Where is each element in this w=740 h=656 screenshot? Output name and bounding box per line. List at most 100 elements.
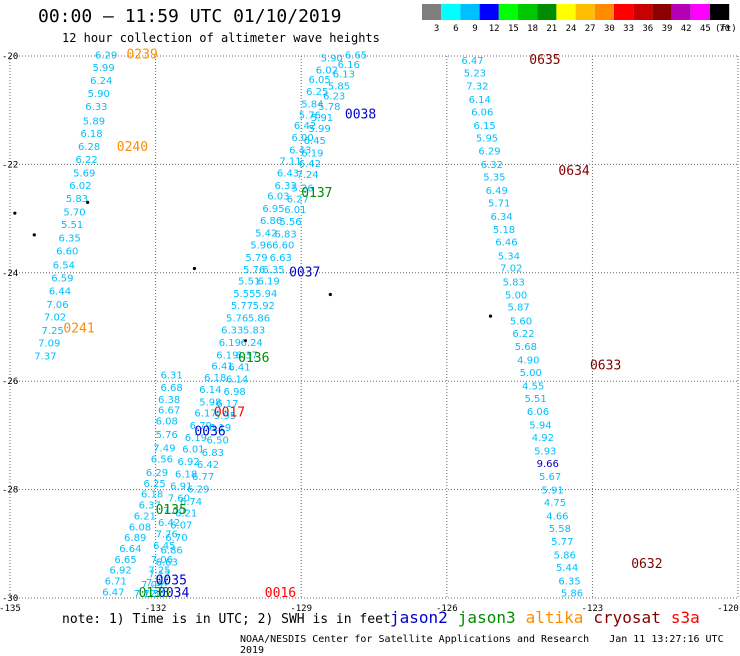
legend-label: 45: [700, 24, 711, 34]
swh-value: 5.87: [507, 303, 529, 314]
island-marker: [243, 338, 247, 343]
swh-value: 5.00: [520, 368, 542, 379]
island-marker: [328, 292, 332, 297]
swh-value: 6.92: [109, 566, 131, 577]
swh-value: 6.33: [275, 181, 297, 192]
swh-value: 5.26: [291, 184, 313, 195]
swh-value: 6.24: [241, 338, 263, 349]
swh-value: 6.77: [192, 472, 214, 483]
swh-value: 6.56: [151, 455, 173, 466]
swh-value: 7.02: [500, 264, 522, 275]
lat-tick-label: -26: [2, 377, 18, 387]
legend-swatch: [556, 4, 576, 20]
swh-value: 6.19: [209, 423, 231, 434]
legend-swatch: [422, 4, 442, 20]
swh-value: 7.12: [134, 589, 156, 600]
swh-value: 5.76: [243, 265, 265, 276]
lat-tick-label: -30: [2, 594, 18, 604]
swh-value: 6.79: [190, 421, 212, 432]
swh-value: 6.18: [80, 129, 102, 140]
swh-value: 6.27: [287, 194, 309, 205]
swh-value: 6.42: [294, 121, 316, 132]
swh-value: 5.94: [529, 420, 551, 431]
swh-value: 6.19: [258, 277, 280, 288]
pass-time-label: 0240: [117, 140, 148, 155]
swh-value: 6.19: [185, 433, 207, 444]
swh-value: 5.98: [199, 398, 221, 409]
swh-value: 6.35: [59, 233, 81, 244]
map-subtitle: 12 hour collection of altimeter wave hei…: [62, 31, 380, 45]
swh-value: 6.50: [207, 436, 229, 447]
swh-value: 6.25: [143, 479, 165, 490]
swh-value: 5.99: [93, 63, 115, 74]
legend-swatch: [710, 4, 730, 20]
swh-value: 5.90: [88, 89, 110, 100]
swh-value: 6.59: [51, 273, 73, 284]
pass-time-label: 0017: [214, 405, 245, 420]
swh-value: 7.60: [168, 494, 190, 505]
swh-value: 5.79: [245, 253, 267, 264]
swh-value: 6.19: [219, 338, 241, 349]
swh-value: 5.55: [233, 289, 255, 300]
swh-value: 6.05: [308, 75, 330, 86]
swh-value: 6.19: [216, 350, 238, 361]
swh-value: 6.42: [197, 460, 219, 471]
swh-value: 6.13: [333, 70, 355, 81]
swh-value: 6.60: [272, 240, 294, 251]
map-title: 00:00 – 11:59 UTC 01/10/2019: [38, 6, 342, 27]
swh-value: 5.44: [556, 563, 578, 574]
legend-swatch: [518, 4, 538, 20]
swh-value: 6.18: [204, 373, 226, 384]
swh-value: 6.21: [134, 511, 156, 522]
sat-altika: altika: [525, 608, 584, 627]
swh-value: 6.43: [289, 146, 311, 157]
swh-value: 6.45: [153, 541, 175, 552]
swh-value: 6.02: [316, 65, 338, 76]
swh-value: 5.83: [503, 277, 525, 288]
swh-value: 7.12: [148, 569, 170, 580]
swh-points: 6.295.996.245.906.335.896.186.286.225.69…: [34, 51, 583, 600]
legend-label: 27: [585, 24, 596, 34]
swh-value: 5.77: [551, 537, 573, 548]
swh-value: 5.76: [299, 110, 321, 121]
swh-value: 6.22: [76, 155, 98, 166]
swh-value: 7.06: [151, 555, 173, 566]
swh-value: 7.25: [148, 566, 170, 577]
swh-value: 6.42: [158, 518, 180, 529]
swh-value: 5.42: [255, 228, 277, 239]
legend-label: 30: [604, 24, 615, 34]
swh-value: 6.08: [129, 522, 151, 533]
swh-value: 7.24: [296, 170, 318, 181]
swh-value: 9.66: [537, 459, 559, 470]
swh-value: 5.34: [498, 251, 520, 262]
swh-value: 5.51: [524, 394, 546, 405]
swh-value: 6.46: [495, 238, 517, 249]
swh-value: 5.90: [321, 53, 343, 64]
pass-time-label: 0241: [63, 321, 94, 336]
swh-value: 4.55: [522, 381, 544, 392]
swh-value: 6.47: [102, 587, 124, 598]
lon-tick-label: -126: [436, 604, 458, 614]
swh-value: 6.06: [527, 407, 549, 418]
legend-swatch: [479, 4, 499, 20]
swh-value: 5.96: [250, 240, 272, 251]
legend-label: 39: [662, 24, 673, 34]
swh-value: 5.69: [73, 168, 95, 179]
swh-value: 6.17: [216, 399, 238, 410]
swh-value: 6.14: [199, 385, 221, 396]
swh-value: 5.71: [488, 199, 510, 210]
legend-label: 42: [681, 24, 692, 34]
pass-time-label: 0038: [345, 107, 376, 122]
swh-value: 6.74: [180, 497, 202, 508]
pass-time-label: 0633: [590, 358, 621, 373]
island-marker: [192, 266, 197, 271]
swh-value: 6.19: [301, 148, 323, 159]
footer-note: note: 1) Time is in UTC; 2) SWH is in fe…: [62, 612, 391, 627]
swh-value: 6.63: [270, 253, 292, 264]
swh-value: 6.83: [202, 448, 224, 459]
swh-value: 6.18: [175, 470, 197, 481]
sat-jason3: jason3: [457, 608, 516, 627]
pass-time-label: 0136: [238, 351, 269, 366]
swh-value: 4.92: [532, 433, 554, 444]
legend-label: 24: [566, 24, 577, 34]
